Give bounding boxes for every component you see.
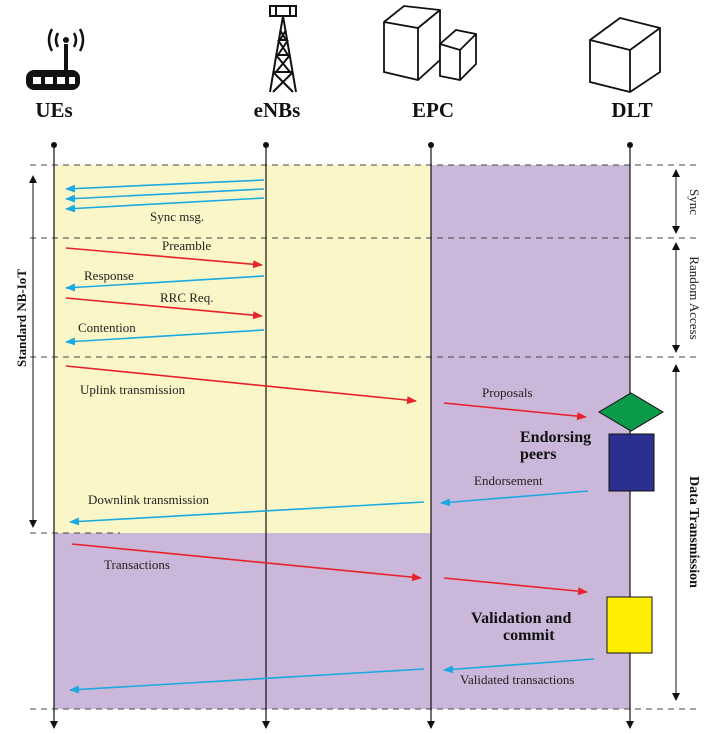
sync-arrows [65, 179, 265, 213]
msg-response: Response [84, 268, 134, 283]
arrow-preamble [65, 247, 263, 269]
epc-dlt-region [431, 165, 630, 533]
msg-uplink: Uplink transmission [80, 382, 186, 397]
phase-separators [30, 164, 700, 710]
msg-sync: Sync msg. [150, 209, 204, 224]
msg-rrc-req: RRC Req. [160, 290, 213, 305]
cell-tower-icon [269, 5, 297, 93]
arrow-to-dlt [443, 577, 588, 596]
msg-endorsement: Endorsement [474, 473, 543, 488]
arrow-transactions [71, 543, 422, 582]
entity-label-enbs: eNBs [254, 98, 301, 122]
arrow-rrc-req [65, 297, 263, 320]
msg-downlink: Downlink transmission [88, 492, 209, 507]
endorsing-label-line2: peers [520, 446, 556, 463]
phase-label-sync: Sync [687, 189, 702, 215]
entity-label-dlt: DLT [611, 98, 652, 122]
arrow-uplink [65, 365, 417, 405]
msg-validated: Validated transactions [460, 672, 574, 687]
arrow-proposals [443, 402, 587, 421]
validation-label-line1: Validation and [471, 610, 571, 627]
msg-proposals: Proposals [482, 385, 533, 400]
arrow-response [65, 275, 265, 292]
entity-label-epc: EPC [412, 98, 454, 122]
msg-transactions: Transactions [104, 557, 170, 572]
phase-label-data-transmission: Data Transmission [686, 476, 701, 588]
arrow-endorsement [440, 490, 589, 507]
lifeline-dots [51, 142, 633, 148]
validation-label-line2: commit [503, 627, 555, 644]
arrow-validated-epc [443, 658, 595, 674]
cubes-icon [383, 5, 477, 81]
endorsing-label-line1: Endorsing [520, 429, 591, 446]
arrow-validated-ues [69, 668, 425, 694]
endorsing-peers-block [608, 433, 655, 492]
router-icon [26, 28, 85, 90]
msg-preamble: Preamble [162, 238, 211, 253]
transactions-region [54, 533, 630, 709]
entity-label-ues: UEs [35, 98, 72, 122]
cube-icon [589, 17, 661, 93]
standard-nbiot-label: Standard NB-IoT [14, 269, 29, 367]
msg-contention: Contention [78, 320, 136, 335]
standard-nbiot-region [54, 165, 431, 533]
arrow-contention [65, 329, 265, 346]
arrow-downlink [69, 501, 425, 526]
phase-label-random-access: Random Access [687, 256, 702, 339]
endorsing-diamond [598, 392, 664, 432]
validation-commit-block [606, 596, 653, 654]
